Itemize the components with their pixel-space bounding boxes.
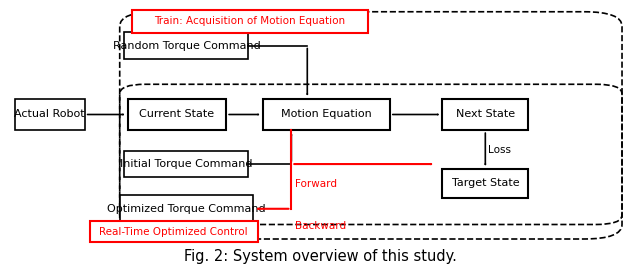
FancyBboxPatch shape bbox=[442, 169, 528, 198]
Text: Initial Torque Command: Initial Torque Command bbox=[120, 159, 253, 169]
Text: Target State: Target State bbox=[451, 178, 519, 188]
Text: Backward: Backward bbox=[294, 221, 346, 231]
FancyBboxPatch shape bbox=[442, 99, 528, 130]
Text: Fig. 2: System overview of this study.: Fig. 2: System overview of this study. bbox=[184, 249, 456, 264]
Text: Train: Acquisition of Motion Equation: Train: Acquisition of Motion Equation bbox=[154, 16, 346, 26]
FancyBboxPatch shape bbox=[127, 99, 226, 130]
FancyBboxPatch shape bbox=[263, 99, 390, 130]
Text: Real-Time Optimized Control: Real-Time Optimized Control bbox=[99, 227, 248, 237]
Text: Optimized Torque Command: Optimized Torque Command bbox=[107, 204, 266, 214]
Text: Forward: Forward bbox=[294, 179, 337, 189]
FancyBboxPatch shape bbox=[132, 10, 368, 33]
Text: Next State: Next State bbox=[456, 109, 515, 120]
Text: Current State: Current State bbox=[140, 109, 214, 120]
FancyBboxPatch shape bbox=[15, 99, 84, 130]
Text: Random Torque Command: Random Torque Command bbox=[113, 41, 260, 51]
FancyBboxPatch shape bbox=[125, 151, 248, 177]
FancyBboxPatch shape bbox=[90, 222, 258, 242]
Text: Actual Robot: Actual Robot bbox=[15, 109, 85, 120]
FancyBboxPatch shape bbox=[125, 32, 248, 59]
Text: Loss: Loss bbox=[488, 144, 511, 154]
Text: Motion Equation: Motion Equation bbox=[281, 109, 372, 120]
FancyBboxPatch shape bbox=[120, 196, 253, 222]
